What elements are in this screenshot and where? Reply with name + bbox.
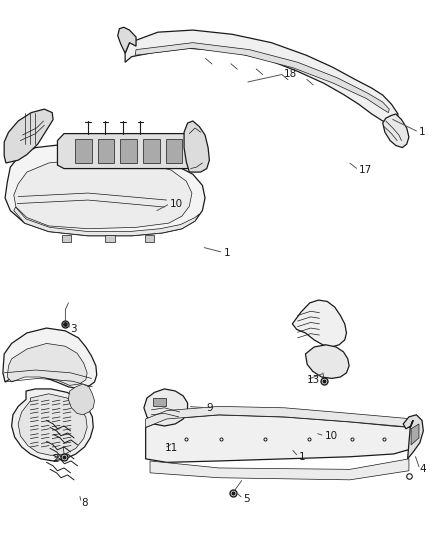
PathPatch shape xyxy=(57,134,200,168)
Text: 10: 10 xyxy=(170,199,183,208)
Text: 5: 5 xyxy=(243,494,250,504)
PathPatch shape xyxy=(144,389,187,426)
PathPatch shape xyxy=(7,343,87,385)
PathPatch shape xyxy=(403,415,424,459)
Text: 11: 11 xyxy=(164,443,178,454)
PathPatch shape xyxy=(305,345,349,378)
PathPatch shape xyxy=(184,121,209,172)
PathPatch shape xyxy=(150,459,409,480)
Text: 3: 3 xyxy=(71,325,77,334)
PathPatch shape xyxy=(62,235,71,242)
PathPatch shape xyxy=(14,207,199,236)
PathPatch shape xyxy=(152,398,166,406)
PathPatch shape xyxy=(125,30,398,123)
Text: 9: 9 xyxy=(207,403,213,413)
PathPatch shape xyxy=(145,235,154,242)
PathPatch shape xyxy=(68,384,95,415)
Text: 13: 13 xyxy=(306,375,320,385)
PathPatch shape xyxy=(118,27,136,53)
Text: 1: 1 xyxy=(298,452,305,462)
PathPatch shape xyxy=(146,415,413,462)
Text: 1: 1 xyxy=(419,127,426,137)
Text: 17: 17 xyxy=(359,165,372,175)
PathPatch shape xyxy=(143,139,159,163)
PathPatch shape xyxy=(4,109,53,163)
PathPatch shape xyxy=(12,389,93,461)
PathPatch shape xyxy=(18,394,87,455)
PathPatch shape xyxy=(3,328,97,389)
Text: 18: 18 xyxy=(284,69,297,79)
Text: 4: 4 xyxy=(420,464,427,474)
PathPatch shape xyxy=(14,159,192,229)
PathPatch shape xyxy=(383,114,409,148)
PathPatch shape xyxy=(5,144,205,236)
PathPatch shape xyxy=(166,139,182,163)
PathPatch shape xyxy=(98,139,114,163)
PathPatch shape xyxy=(75,139,92,163)
Text: 10: 10 xyxy=(325,431,338,441)
PathPatch shape xyxy=(292,300,346,347)
PathPatch shape xyxy=(120,139,137,163)
PathPatch shape xyxy=(146,406,413,427)
Text: 1: 1 xyxy=(223,247,230,257)
PathPatch shape xyxy=(411,424,419,445)
Text: 2: 2 xyxy=(52,454,59,464)
PathPatch shape xyxy=(135,43,389,112)
PathPatch shape xyxy=(106,235,115,242)
Text: 8: 8 xyxy=(81,498,88,508)
